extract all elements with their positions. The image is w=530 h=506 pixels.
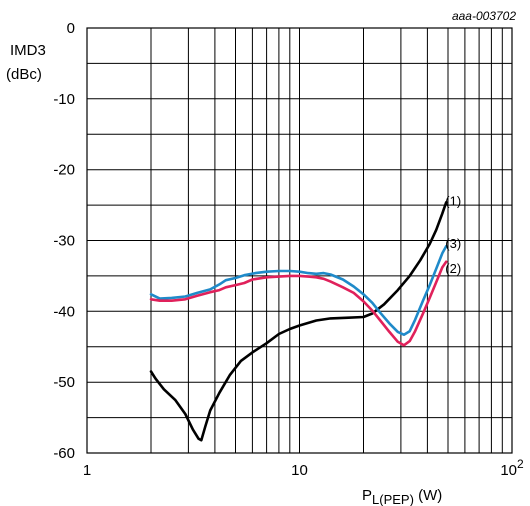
y-axis-title-line2: (dBc) xyxy=(6,66,42,83)
series-line-3 xyxy=(149,260,448,347)
x-tick-labels: 1 10 102 xyxy=(83,457,524,479)
y-tick-label: -40 xyxy=(53,303,75,320)
y-tick-label: 0 xyxy=(67,20,75,37)
y-tick-label: -50 xyxy=(53,374,75,391)
series-line-2 xyxy=(149,244,448,336)
y-tick-labels: 0 -10 -20 -30 -40 -50 -60 xyxy=(53,20,75,462)
x-tick-label: 10 xyxy=(291,462,308,479)
y-tick-label: -60 xyxy=(53,445,75,462)
y-axis-title: IMD3 (dBc) xyxy=(6,42,46,83)
y-tick-label: -30 xyxy=(53,233,75,250)
y-axis-title-line1: IMD3 xyxy=(10,42,46,59)
document-id: aaa-003702 xyxy=(452,9,516,23)
series-label: (1) xyxy=(445,194,461,209)
x-tick-label: 1 xyxy=(83,462,91,479)
y-tick-label: -10 xyxy=(53,91,75,108)
x-axis-title-subscript: L(PEP) xyxy=(372,492,414,506)
x-tick-label: 102 xyxy=(500,457,524,479)
y-tick-label: -20 xyxy=(53,162,75,179)
x-axis-title-main: P xyxy=(362,487,372,504)
series-line-1 xyxy=(149,201,448,442)
series-label: (2) xyxy=(445,261,461,276)
series-label: (3) xyxy=(445,236,461,251)
series-layer xyxy=(149,201,448,442)
x-axis-title-unit: (W) xyxy=(414,487,442,504)
x-axis-title: PL(PEP) (W) xyxy=(362,487,442,506)
series-labels: (1) (3) (2) xyxy=(445,194,461,276)
plot-frame xyxy=(86,27,513,454)
